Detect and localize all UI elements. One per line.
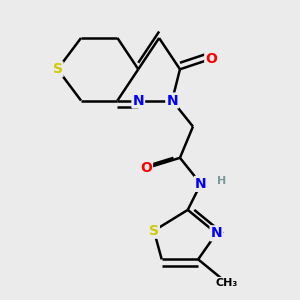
Text: N: N bbox=[195, 177, 207, 191]
Text: O: O bbox=[205, 52, 217, 66]
Text: N: N bbox=[133, 94, 144, 107]
Text: S: S bbox=[52, 62, 63, 76]
Text: N: N bbox=[211, 226, 222, 240]
Text: CH₃: CH₃ bbox=[216, 278, 238, 288]
Text: O: O bbox=[140, 161, 152, 175]
Text: H: H bbox=[217, 176, 226, 186]
Text: S: S bbox=[149, 224, 159, 238]
Text: N: N bbox=[166, 94, 178, 107]
